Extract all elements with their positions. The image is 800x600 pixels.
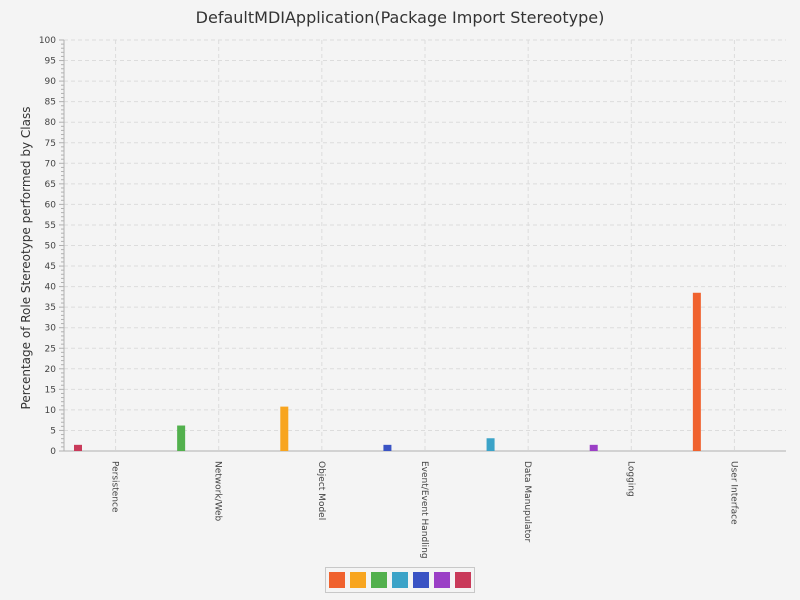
x-tick-label: Persistence bbox=[110, 461, 120, 513]
y-tick-label: 5 bbox=[50, 426, 56, 436]
legend-swatch bbox=[329, 572, 345, 588]
y-tick-label: 35 bbox=[45, 303, 56, 313]
x-tick-label: Event/Event Handling bbox=[419, 461, 429, 559]
category-labels: Persistence Network/Web Object Model Event/… bbox=[110, 461, 739, 559]
axes: 0 5 10 15 20 25 30 35 40 45 50 55 60 65 70 75 80 85 90 95 10… bbox=[39, 36, 786, 457]
bar bbox=[280, 406, 289, 451]
bar bbox=[692, 292, 701, 451]
x-tick-label: Data Manupulator bbox=[522, 461, 532, 543]
y-tick-label: 90 bbox=[45, 77, 57, 87]
x-tick-label: User Interface bbox=[728, 461, 738, 525]
y-tick-label: 45 bbox=[45, 262, 56, 272]
y-tick-label: 80 bbox=[45, 118, 57, 128]
legend-swatch bbox=[413, 572, 429, 588]
legend-swatch bbox=[371, 572, 387, 588]
bars bbox=[74, 292, 701, 451]
legend bbox=[325, 567, 475, 593]
y-tick-label: 40 bbox=[45, 283, 57, 293]
legend-swatch bbox=[434, 572, 450, 588]
y-tick-label: 65 bbox=[45, 180, 56, 190]
bar bbox=[589, 444, 598, 451]
bar bbox=[74, 444, 82, 451]
y-tick-label: 20 bbox=[45, 365, 57, 375]
y-tick-label: 60 bbox=[45, 200, 57, 210]
x-tick-label: Object Model bbox=[316, 461, 326, 520]
y-tick-label: 0 bbox=[50, 447, 56, 457]
y-tick-label: 50 bbox=[45, 242, 57, 252]
y-axis-label: Percentage of Role Stereotype performed … bbox=[19, 107, 33, 410]
bar bbox=[383, 444, 392, 451]
y-tick-label: 30 bbox=[45, 324, 57, 334]
x-tick-label: Logging bbox=[625, 461, 635, 497]
y-tick-label: 10 bbox=[45, 406, 57, 416]
y-tick-label: 100 bbox=[39, 36, 56, 46]
y-tick-label: 55 bbox=[45, 221, 56, 231]
grid bbox=[64, 39, 786, 451]
y-tick-label: 15 bbox=[45, 385, 56, 395]
bar bbox=[486, 438, 495, 451]
x-tick-label: Network/Web bbox=[213, 461, 223, 522]
bar bbox=[177, 425, 186, 451]
chart-title: DefaultMDIApplication(Package Import Ste… bbox=[196, 8, 605, 27]
legend-swatch bbox=[392, 572, 408, 588]
y-tick-label: 75 bbox=[45, 139, 56, 149]
y-tick-label: 95 bbox=[45, 57, 56, 67]
legend-swatch bbox=[350, 572, 366, 588]
y-tick-label: 85 bbox=[45, 98, 56, 108]
y-tick-label: 70 bbox=[45, 159, 57, 169]
legend-swatch bbox=[455, 572, 471, 588]
y-tick-label: 25 bbox=[45, 344, 56, 354]
